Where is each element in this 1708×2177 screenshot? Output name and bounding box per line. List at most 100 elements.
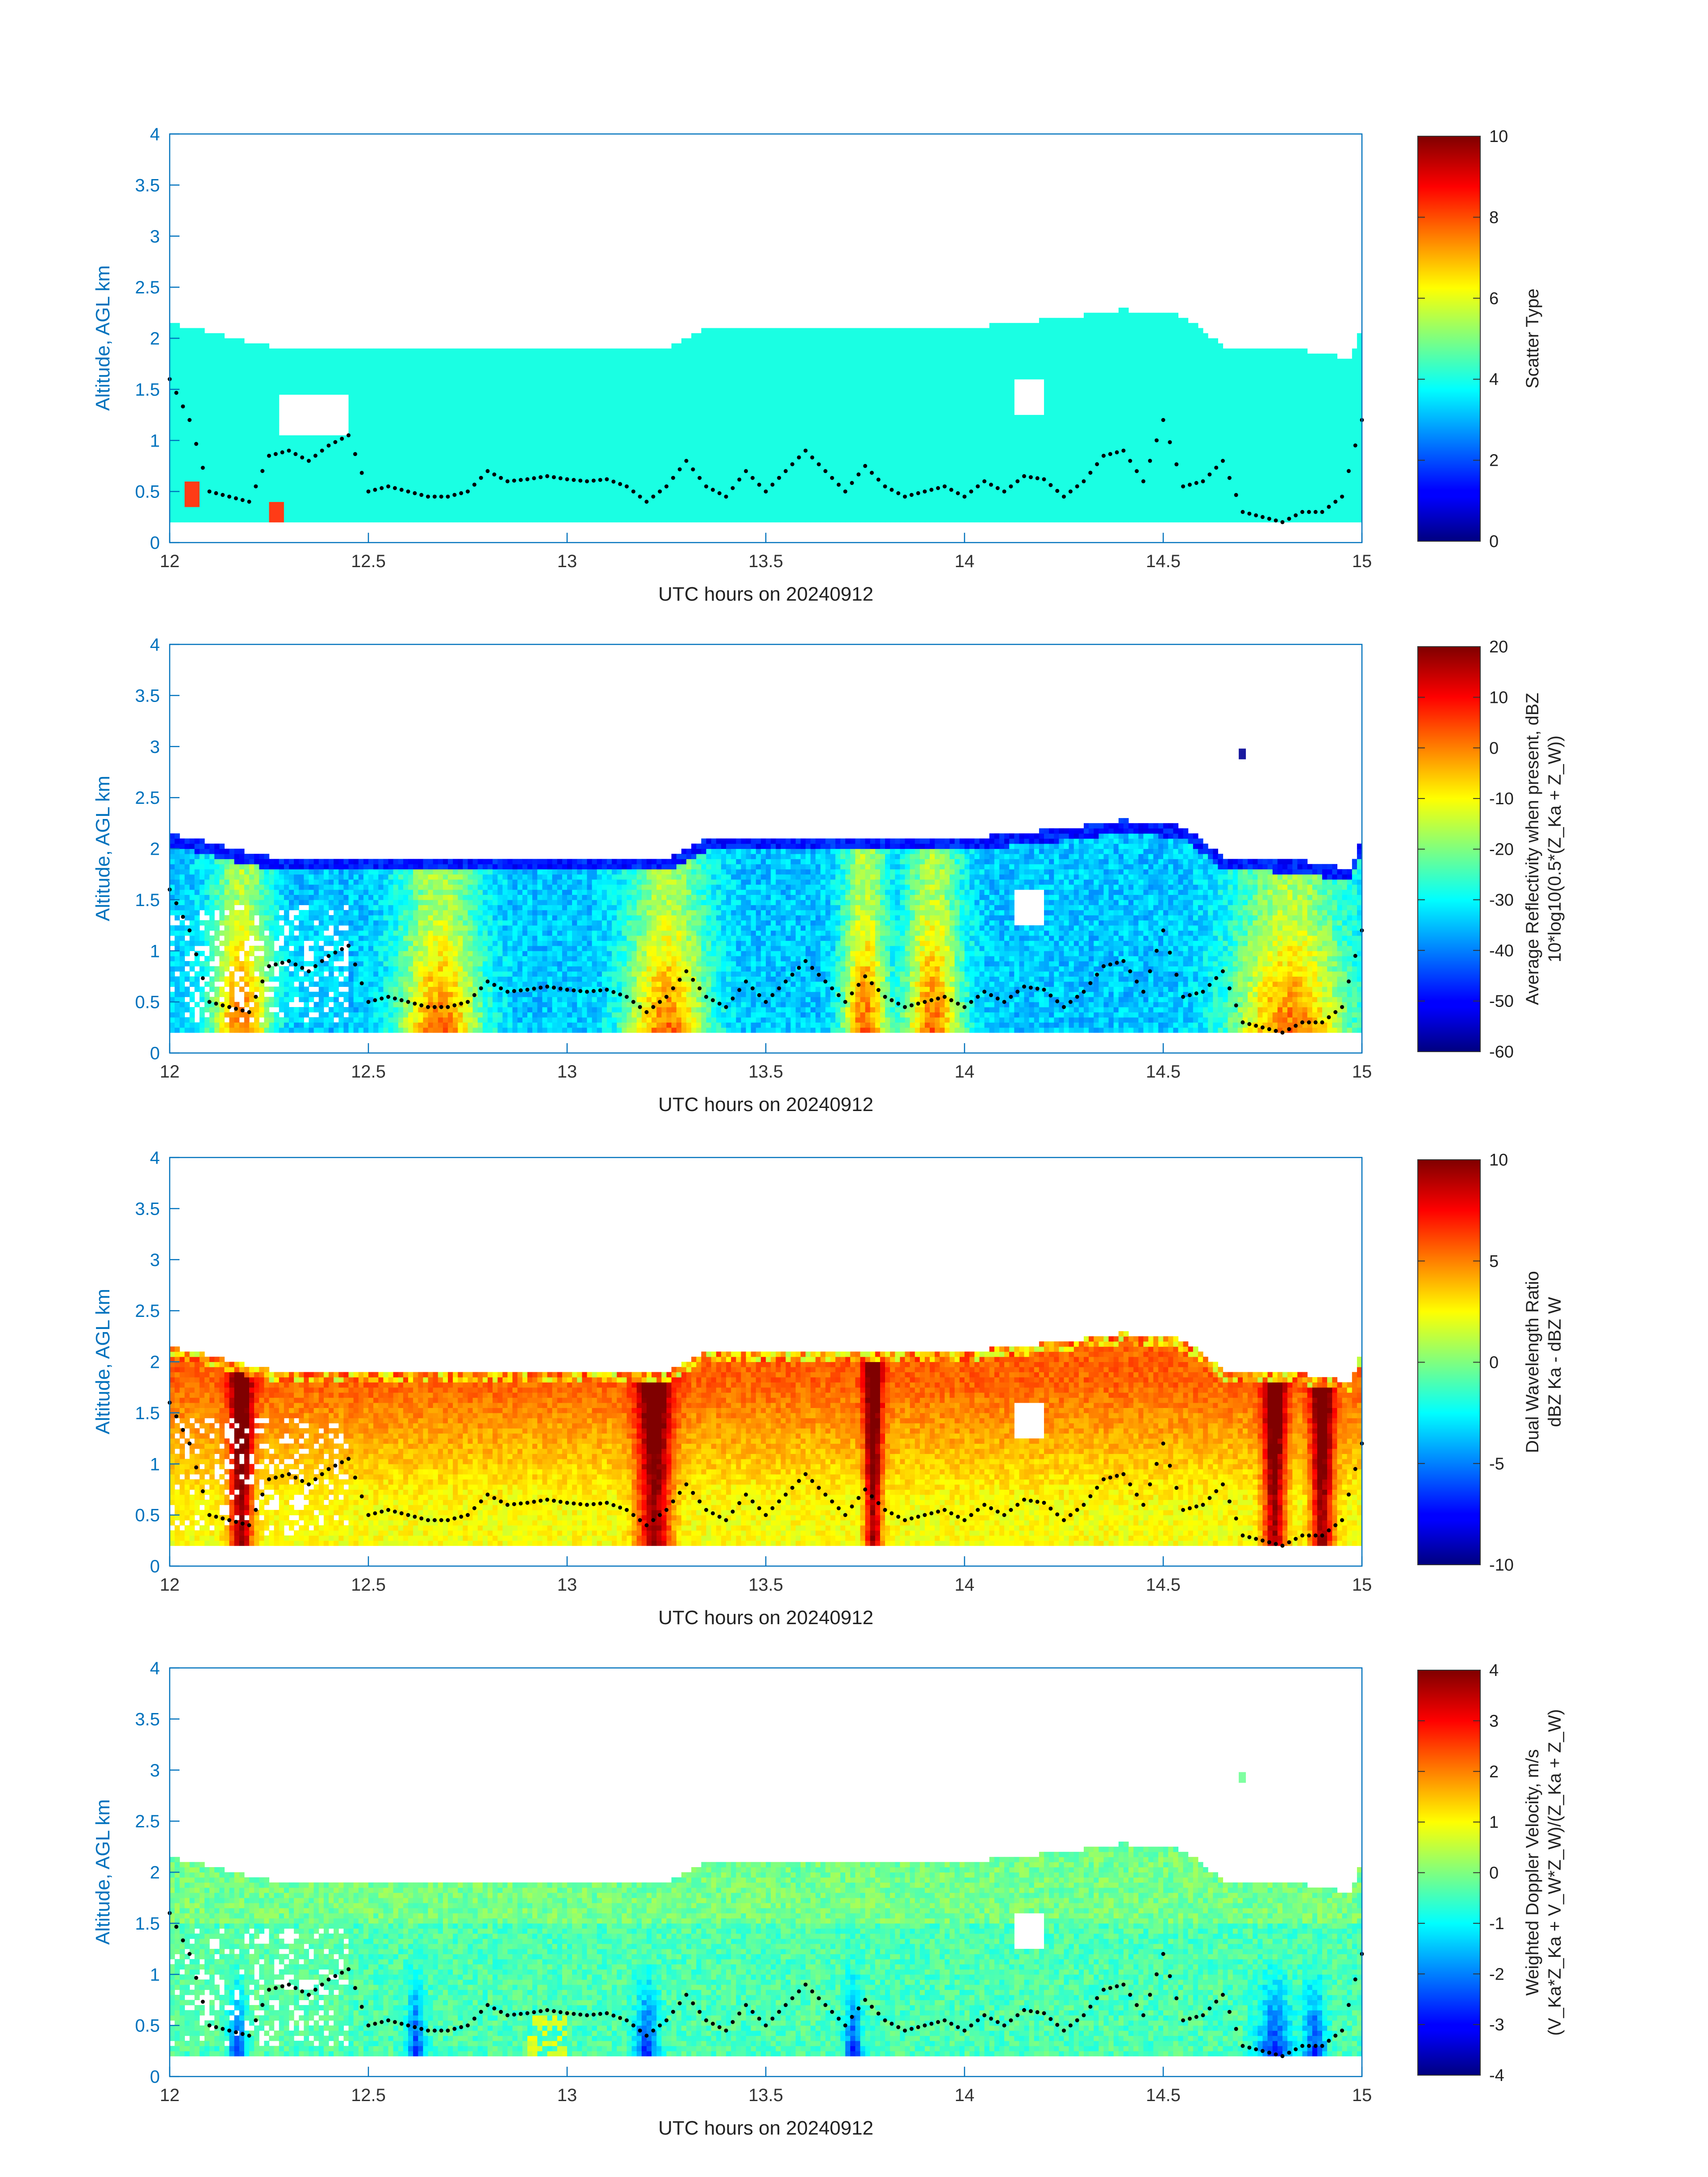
heatmap-cell (438, 430, 443, 435)
heatmap-cell (497, 405, 503, 410)
heatmap-cell (190, 502, 195, 507)
heatmap-cell (190, 435, 195, 441)
heatmap-cell (408, 517, 413, 522)
heatmap-cell (473, 410, 478, 415)
heatmap-cell (408, 374, 413, 380)
heatmap-cell (175, 379, 180, 384)
heatmap-cell (398, 389, 404, 395)
heatmap-cell (413, 461, 418, 466)
heatmap-cell (329, 451, 334, 456)
heatmap-cell (219, 456, 225, 461)
heatmap-cell (338, 440, 344, 446)
heatmap-cell (468, 461, 473, 466)
heatmap-cell (269, 502, 275, 507)
heatmap-cell (453, 435, 458, 441)
heatmap-cell (234, 517, 240, 522)
heatmap-cell (483, 481, 488, 487)
heatmap-cell (259, 430, 264, 435)
heatmap-cell (453, 451, 458, 456)
heatmap-cell (184, 430, 190, 435)
heatmap-cell (259, 461, 264, 466)
heatmap-cell (418, 354, 423, 359)
heatmap-cell (508, 492, 513, 497)
heatmap-cell (493, 481, 498, 487)
heatmap-cell (184, 338, 190, 344)
heatmap-cell (230, 502, 235, 507)
heatmap-cell (319, 364, 324, 369)
heatmap-cell (518, 512, 523, 517)
heatmap-cell (319, 497, 324, 502)
heatmap-cell (175, 348, 180, 354)
heatmap-cell (428, 451, 434, 456)
heatmap-cell (200, 492, 205, 497)
heatmap-cell (532, 369, 538, 374)
heatmap-cell (244, 440, 250, 446)
heatmap-cell (184, 425, 190, 430)
heatmap-cell (180, 379, 185, 384)
heatmap-cell (209, 451, 215, 456)
heatmap-cell (468, 394, 473, 400)
heatmap-cell (388, 502, 394, 507)
heatmap-cell (508, 389, 513, 395)
heatmap-cell (329, 354, 334, 359)
heatmap-cell (264, 379, 269, 384)
heatmap-cell (488, 507, 493, 512)
heatmap-cell (205, 456, 210, 461)
heatmap-cell (443, 502, 448, 507)
heatmap-cell (319, 369, 324, 374)
heatmap-cell (408, 461, 413, 466)
heatmap-cell (230, 476, 235, 481)
heatmap-cell (184, 502, 190, 507)
heatmap-cell (433, 389, 438, 395)
heatmap-cell (349, 405, 354, 410)
heatmap-cell (269, 492, 275, 497)
heatmap-cell (195, 430, 200, 435)
heatmap-cell (190, 471, 195, 476)
heatmap-cell (195, 451, 200, 456)
heatmap-cell (175, 461, 180, 466)
heatmap-cell (522, 446, 528, 451)
heatmap-cell (497, 425, 503, 430)
heatmap-cell (532, 389, 538, 395)
heatmap-cell (175, 451, 180, 456)
heatmap-cell (497, 374, 503, 380)
heatmap-cell (438, 466, 443, 471)
heatmap-cell (200, 507, 205, 512)
heatmap-cell (359, 359, 364, 364)
heatmap-cell (195, 354, 200, 359)
heatmap-cell (230, 400, 235, 405)
heatmap-cell (488, 415, 493, 420)
heatmap-cell (408, 451, 413, 456)
heatmap-cell (259, 348, 264, 354)
heatmap-cell (363, 461, 369, 466)
heatmap-cell (299, 466, 304, 471)
heatmap-cell (363, 400, 369, 405)
heatmap-cell (219, 384, 225, 389)
heatmap-cell (408, 481, 413, 487)
heatmap-cell (219, 471, 225, 476)
heatmap-cell (542, 507, 547, 512)
heatmap-cell (493, 466, 498, 471)
heatmap-cell (190, 440, 195, 446)
heatmap-cell (239, 359, 245, 364)
heatmap-cell (338, 492, 344, 497)
heatmap-cell (289, 476, 294, 481)
heatmap-cell (483, 400, 488, 405)
heatmap-cell (453, 374, 458, 380)
heatmap-cell (284, 517, 289, 522)
heatmap-cell (219, 481, 225, 487)
heatmap-cell (403, 497, 409, 502)
heatmap-cell (230, 440, 235, 446)
heatmap-cell (458, 451, 463, 456)
heatmap-cell (249, 384, 255, 389)
heatmap-cell (219, 400, 225, 405)
heatmap-cell (309, 440, 314, 446)
heatmap-cell (542, 492, 547, 497)
heatmap-cell (319, 507, 324, 512)
heatmap-cell (497, 507, 503, 512)
heatmap-cell (244, 492, 250, 497)
heatmap-cell (195, 343, 200, 349)
heatmap-cell (522, 405, 528, 410)
heatmap-cell (304, 389, 309, 395)
heatmap-cell (423, 374, 428, 380)
